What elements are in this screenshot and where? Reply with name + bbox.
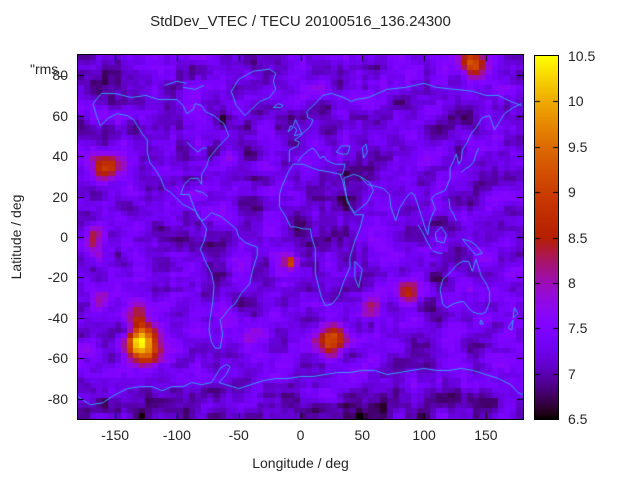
x-tick-label: 0	[296, 427, 305, 443]
x-tick-label: 50	[354, 427, 371, 443]
x-tick-label: -50	[228, 427, 249, 443]
colorbar-tick-label: 9.5	[568, 138, 588, 155]
y-axis-label: Latitude / deg	[8, 194, 24, 280]
colorbar-tick-label: 7	[568, 365, 576, 382]
stray-rms-label: "rms_	[30, 61, 67, 77]
colorbar-tick-label: 8	[568, 274, 576, 291]
x-tick-label: -100	[162, 427, 191, 443]
heatmap-canvas	[77, 54, 524, 420]
x-tick-label: 100	[412, 427, 436, 443]
y-tick-label: 60	[52, 107, 68, 124]
x-tick-label: -150	[101, 427, 130, 443]
x-tick-label: 150	[474, 427, 498, 443]
y-tick-label: 0	[60, 229, 68, 245]
chart-title: StdDev_VTEC / TECU 20100516_136.24300	[150, 13, 451, 30]
colorbar-tick-label: 7.5	[568, 320, 588, 337]
colorbar-tick-label: 10.5	[568, 48, 596, 64]
x-axis-label: Longitude / deg	[252, 455, 349, 471]
y-tick-label: -20	[47, 269, 68, 286]
colorbar-tick-label: 8.5	[568, 229, 588, 246]
y-tick-label: 80	[52, 67, 68, 84]
y-tick-label: 40	[52, 148, 68, 165]
colorbar-tick-label: 10	[568, 93, 584, 110]
y-tick-label: -40	[47, 309, 68, 326]
y-tick-label: -60	[47, 350, 68, 367]
y-tick-label: 20	[52, 188, 68, 205]
colorbar-tick-label: 6.5	[568, 411, 588, 427]
colorbar	[534, 55, 559, 420]
y-tick-label: -80	[47, 390, 68, 407]
colorbar-tick-label: 9	[568, 184, 576, 201]
